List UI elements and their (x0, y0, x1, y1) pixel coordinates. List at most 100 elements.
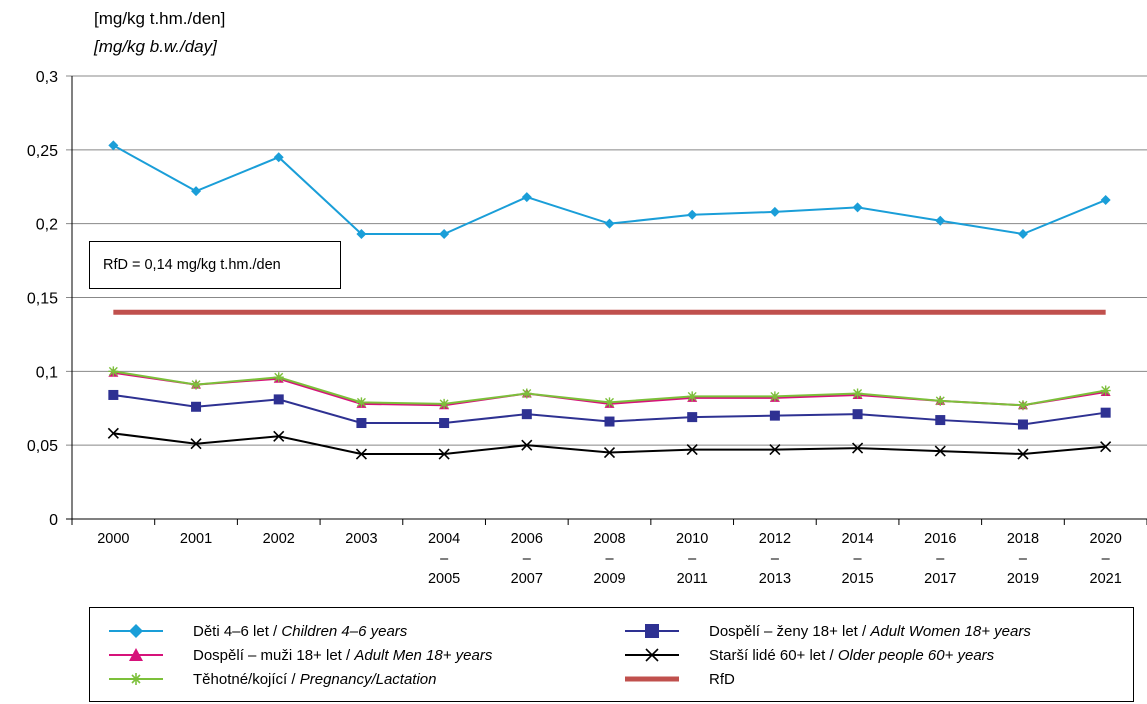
data-point (190, 438, 202, 450)
data-point (687, 209, 698, 220)
x-tick-label: 2011 (677, 571, 708, 587)
data-point (1017, 400, 1028, 411)
data-point (108, 366, 119, 377)
data-point (1100, 385, 1111, 396)
x-tick-label: – (771, 551, 780, 567)
legend-item-children: Děti 4–6 let / Children 4–6 years (107, 619, 407, 643)
y-tick-label: 0,3 (36, 69, 58, 86)
legend-label-en: Children 4–6 years (281, 622, 408, 640)
data-point (356, 229, 367, 240)
series-line (113, 432, 1106, 456)
data-point (439, 398, 450, 409)
x-tick-label: 2016 (924, 531, 956, 547)
data-point (439, 418, 450, 429)
data-point (191, 401, 202, 412)
rfd-line-icon (625, 676, 679, 682)
data-point (108, 389, 119, 400)
x-tick-label: – (523, 551, 532, 567)
data-point (108, 140, 119, 151)
data-point (935, 395, 946, 406)
data-point (356, 397, 367, 408)
x-tick-label: – (1102, 551, 1111, 567)
x-axis: 2000 2001 2002 2003 2004 – 2005 2006 – 2007 2008 – 2… (71, 519, 1147, 587)
data-point (107, 427, 119, 439)
data-point (191, 186, 202, 197)
x-tick-label: 2001 (180, 531, 212, 547)
legend-label-cz: Dospělí – muži 18+ let / (193, 646, 355, 664)
data-point (686, 444, 698, 456)
data-point (273, 152, 284, 163)
x-tick-label: 2018 (1007, 531, 1039, 547)
legend-item-adult-women: Dospělí – ženy 18+ let / Adult Women 18+… (623, 619, 1031, 643)
data-point (935, 215, 946, 226)
legend-label-cz: Těhotné/kojící / (193, 670, 300, 688)
legend-label-en: Adult Women 18+ years (870, 622, 1031, 640)
legend-label-en: Adult Men 18+ years (354, 646, 493, 664)
x-tick-label: 2020 (1090, 531, 1122, 547)
data-point (521, 439, 533, 451)
data-point (769, 410, 780, 421)
data-point (934, 445, 946, 457)
x-tick-label: 2006 (511, 531, 543, 547)
y-axis-unit-en: [mg/kg b.w./day] (93, 37, 218, 56)
y-tick-label: 0,1 (36, 364, 58, 381)
data-point (769, 444, 781, 456)
x-tick-label: 2019 (1007, 571, 1039, 587)
rfd-annotation-text: RfD = 0,14 mg/kg t.hm./den (103, 257, 281, 273)
legend-label-cz: Děti 4–6 let / (193, 622, 282, 640)
x-tick-label: 2003 (345, 531, 377, 547)
legend-label-cz: Starší lidé 60+ let / (709, 646, 838, 664)
star-marker-icon (109, 673, 163, 685)
legend-item-pregnancy: Těhotné/kojící / Pregnancy/Lactation (107, 667, 437, 691)
data-point (687, 391, 698, 402)
legend-item-rfd: RfD (623, 667, 735, 691)
data-point (1017, 448, 1029, 460)
square-marker-icon (625, 624, 679, 638)
legend: Děti 4–6 let / Children 4–6 years Dospěl… (89, 607, 1134, 702)
series-lines (107, 140, 1112, 460)
x-tick-label: 2021 (1090, 571, 1122, 587)
data-point (935, 415, 946, 426)
legend-label-en: Older people 60+ years (837, 646, 995, 664)
data-point (852, 442, 864, 454)
series-0 (108, 140, 1111, 240)
x-tick-label: 2008 (593, 531, 625, 547)
data-point (852, 388, 863, 399)
x-tick-label: 2009 (593, 571, 625, 587)
legend-item-older-people: Starší lidé 60+ let / Older people 60+ y… (623, 643, 994, 667)
series-2 (108, 366, 1111, 411)
data-point (521, 409, 532, 420)
y-axis-unit-cz: [mg/kg t.hm./den] (94, 9, 225, 28)
x-tick-label: – (688, 551, 697, 567)
data-point (1017, 419, 1028, 430)
legend-label-cz: RfD (709, 670, 735, 688)
data-point (191, 379, 202, 390)
x-tick-label: 2002 (263, 531, 295, 547)
data-point (439, 229, 450, 240)
data-point (604, 397, 615, 408)
data-point (603, 446, 616, 459)
x-tick-label: 2013 (759, 571, 791, 587)
data-point (356, 418, 367, 429)
data-point (521, 388, 532, 399)
x-tick-label: – (936, 551, 945, 567)
data-point (273, 394, 284, 405)
data-point (273, 372, 284, 383)
legend-label-cz: Dospělí – ženy 18+ let / (709, 622, 871, 640)
data-point (687, 412, 698, 423)
x-tick-label: – (605, 551, 614, 567)
x-tick-label: 2005 (428, 571, 460, 587)
x-tick-label: 2007 (511, 571, 543, 587)
x-marker-icon (625, 648, 679, 662)
x-tick-label: – (440, 551, 449, 567)
data-point (1100, 195, 1111, 206)
series-3 (108, 389, 1111, 430)
y-tick-label: 0,15 (27, 291, 58, 308)
y-tick-label: 0,05 (27, 438, 58, 455)
data-point (273, 430, 285, 442)
x-tick-label: 2015 (841, 571, 873, 587)
data-point (604, 218, 615, 229)
y-tick-label: 0 (49, 512, 58, 529)
series-4 (107, 427, 1112, 460)
diamond-marker-icon (109, 624, 163, 638)
